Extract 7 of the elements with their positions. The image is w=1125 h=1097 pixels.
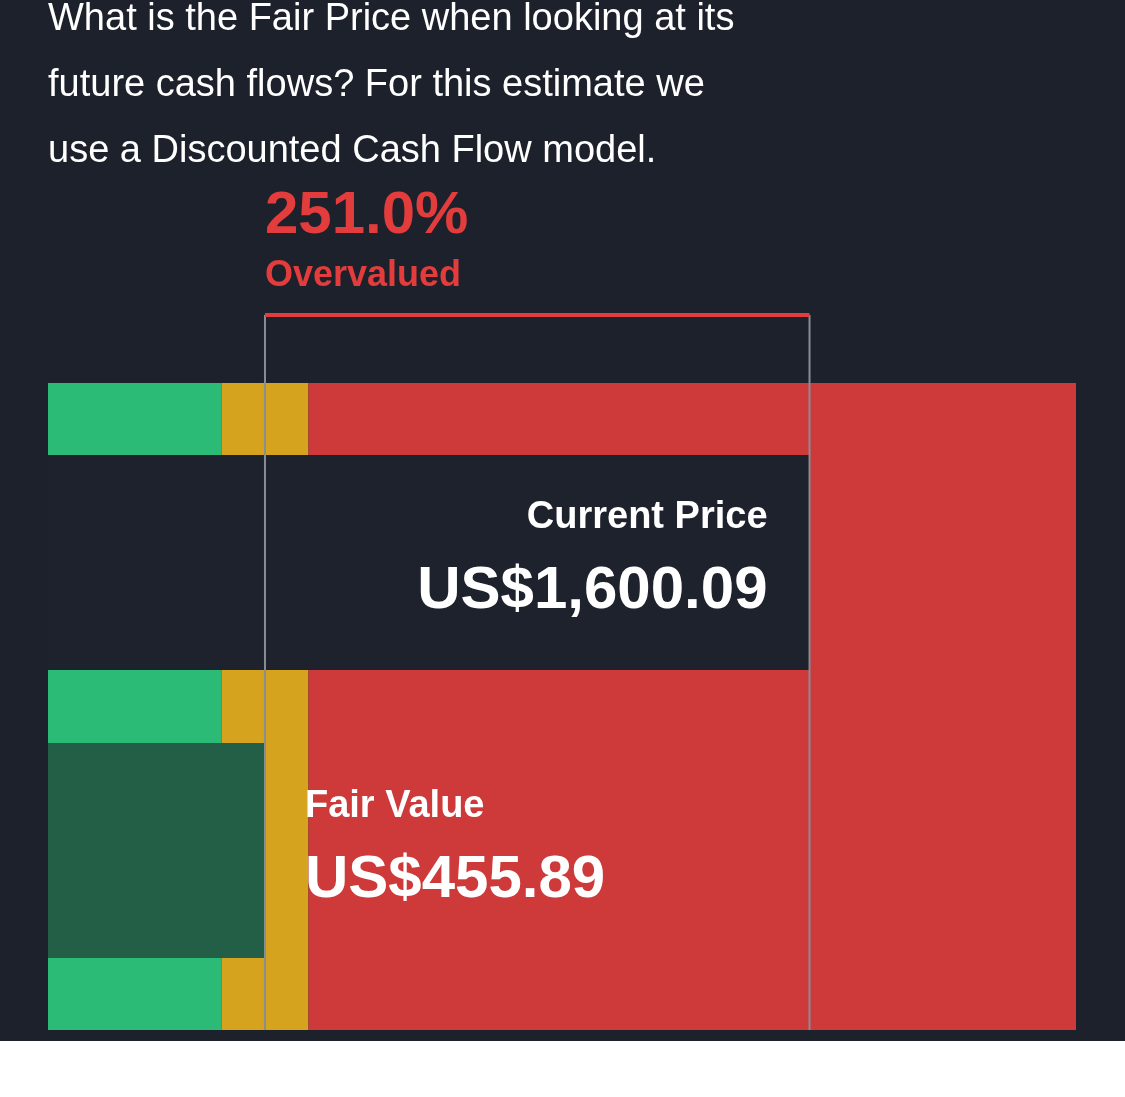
text: Overvalued (264, 253, 462, 294)
data-label: US$455.89 (304, 842, 606, 910)
text: 251.0% (264, 179, 469, 246)
chart-title: What is the Fair Price when looking at its future cash flows? For this estimate we use a Discounted Cash Flow model. (48, 0, 735, 170)
data-label: US$1,600.09 (417, 554, 768, 622)
y-tick-label: Current Price (526, 494, 768, 537)
y-tick-label: Fair Value (304, 782, 485, 825)
